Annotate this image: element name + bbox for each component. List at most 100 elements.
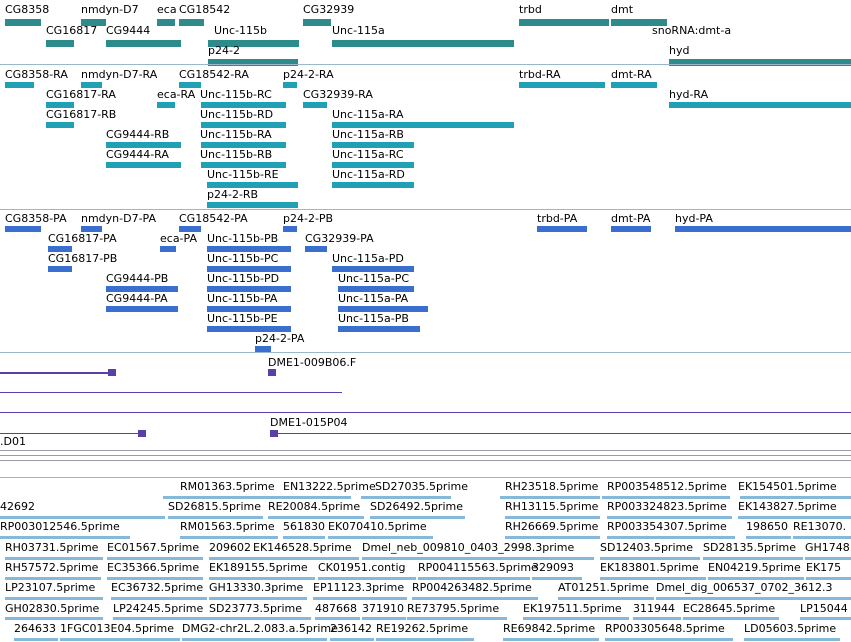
est-feature-label[interactable]: SD28135.5prime [703,541,796,554]
transcript-feature-glyph[interactable] [283,82,297,88]
transcript-feature-glyph[interactable] [519,82,605,88]
gene-feature-glyph[interactable] [81,19,106,26]
transcript-feature-glyph[interactable] [157,102,175,108]
est-feature-glyph[interactable] [265,496,351,499]
est-feature-glyph[interactable] [111,597,207,600]
est-feature-glyph[interactable] [362,617,406,620]
protein-feature-label[interactable]: Unc-115a-PC [338,272,410,285]
protein-feature-glyph[interactable] [106,286,178,292]
protein-feature-glyph[interactable] [675,226,851,232]
protein-feature-glyph[interactable] [283,226,297,232]
clone-feature-glyph[interactable] [0,392,342,393]
transcript-feature-glyph[interactable] [201,122,286,128]
est-feature-label[interactable]: RM01563.5prime [180,520,275,533]
est-feature-label[interactable]: 329093 [532,561,574,574]
est-feature-glyph[interactable] [361,496,451,499]
protein-feature-glyph[interactable] [207,266,291,272]
est-feature-glyph[interactable] [376,638,474,641]
est-feature-glyph[interactable] [740,496,851,499]
est-feature-label[interactable]: RP004263482.5prime [412,581,532,594]
clone-feature-glyph[interactable] [138,430,146,437]
transcript-feature-glyph[interactable] [611,82,657,88]
protein-feature-glyph[interactable] [160,246,176,252]
est-feature-label[interactable]: RP003324823.5prime [607,500,727,513]
clone-feature-glyph[interactable] [0,412,851,413]
clone-feature-glyph[interactable] [270,433,851,434]
est-feature-glyph[interactable] [313,597,407,600]
transcript-feature-label[interactable]: Unc-115b-RD [200,108,274,121]
est-feature-label[interactable]: RH03731.5prime [5,541,99,554]
protein-feature-glyph[interactable] [48,246,72,252]
transcript-feature-glyph[interactable] [201,162,286,168]
protein-feature-label[interactable]: dmt-PA [611,212,651,225]
gene-feature-glyph[interactable] [208,40,299,47]
est-feature-glyph[interactable] [532,577,582,580]
est-feature-glyph[interactable] [107,557,203,560]
est-feature-label[interactable]: EP11123.3prime [313,581,405,594]
est-feature-label[interactable]: Dmel_dig_006537_0702_3612.3 [656,581,833,594]
protein-feature-label[interactable]: Unc-115a-PD [332,252,404,265]
est-feature-glyph[interactable] [418,577,530,580]
est-feature-label[interactable]: EN04219.5prime [708,561,801,574]
est-feature-label[interactable]: GH13330.3prime [209,581,304,594]
est-feature-label[interactable]: RP003012546.5prime [0,520,120,533]
est-feature-label[interactable]: EN13222.5prime [283,480,376,493]
transcript-feature-label[interactable]: Unc-115a-RA [332,108,404,121]
transcript-feature-label[interactable]: CG9444-RB [106,128,170,141]
est-feature-label[interactable]: 236142 [330,622,372,635]
est-feature-glyph[interactable] [180,536,278,539]
est-feature-glyph[interactable] [805,557,851,560]
est-feature-glyph[interactable] [209,557,253,560]
protein-feature-label[interactable]: p24-2-PB [283,212,334,225]
gene-feature-glyph[interactable] [5,19,41,26]
est-feature-label[interactable]: LP24245.5prime [113,602,204,615]
est-feature-label[interactable]: 198650 [746,520,788,533]
est-feature-label[interactable]: SD26815.5prime [168,500,261,513]
gene-feature-glyph[interactable] [208,59,298,66]
protein-feature-label[interactable]: CG32939-PA [305,232,374,245]
protein-feature-glyph[interactable] [106,306,178,312]
est-feature-label[interactable]: GH02830.5prime [5,602,100,615]
protein-feature-glyph[interactable] [207,306,291,312]
transcript-feature-glyph[interactable] [207,202,298,208]
protein-feature-glyph[interactable] [305,246,327,252]
est-feature-label[interactable]: Dmel_neb_009810_0403_2998.3prime [362,541,575,554]
gene-feature-label[interactable]: trbd [519,3,542,16]
transcript-feature-label[interactable]: nmdyn-D7-RA [81,68,158,81]
protein-feature-label[interactable]: Unc-115a-PB [338,312,409,325]
gene-feature-glyph[interactable] [303,19,331,26]
protein-feature-glyph[interactable] [207,246,291,252]
protein-feature-glyph[interactable] [338,326,420,332]
protein-feature-label[interactable]: Unc-115b-PD [207,272,280,285]
est-feature-label[interactable]: 264633 [14,622,56,635]
est-feature-label[interactable]: 42692 [0,500,35,513]
protein-feature-glyph[interactable] [207,326,291,332]
protein-feature-label[interactable]: hyd-PA [675,212,713,225]
transcript-feature-glyph[interactable] [201,102,286,108]
gene-feature-glyph[interactable] [179,19,204,26]
est-feature-label[interactable]: GH1748 [805,541,850,554]
est-feature-label[interactable]: RE69842.5prime [503,622,596,635]
est-feature-label[interactable]: EC01567.5prime [107,541,200,554]
est-feature-label[interactable]: LD05603.5prime [744,622,837,635]
transcript-feature-label[interactable]: CG8358-RA [5,68,68,81]
est-feature-glyph[interactable] [793,536,851,539]
est-feature-glyph[interactable] [370,516,465,519]
transcript-feature-glyph[interactable] [669,102,851,108]
transcript-feature-label[interactable]: p24-2-RB [207,188,259,201]
transcript-feature-glyph[interactable] [46,122,74,128]
est-feature-label[interactable]: 311944 [633,602,675,615]
gene-feature-glyph[interactable] [332,40,514,47]
protein-feature-label[interactable]: CG8358-PA [5,212,67,225]
transcript-feature-label[interactable]: dmt-RA [611,68,652,81]
transcript-feature-glyph[interactable] [332,142,414,148]
transcript-feature-label[interactable]: CG18542-RA [179,68,249,81]
est-feature-glyph[interactable] [14,638,58,641]
transcript-feature-label[interactable]: Unc-115b-RC [200,88,272,101]
gene-feature-glyph[interactable] [669,59,851,66]
est-feature-label[interactable]: EK175 [806,561,842,574]
est-feature-label[interactable]: EK197511.5prime [523,602,622,615]
est-feature-glyph[interactable] [523,617,629,620]
est-feature-label[interactable]: EK183801.5prime [600,561,699,574]
est-feature-label[interactable]: EK189155.5prime [209,561,308,574]
